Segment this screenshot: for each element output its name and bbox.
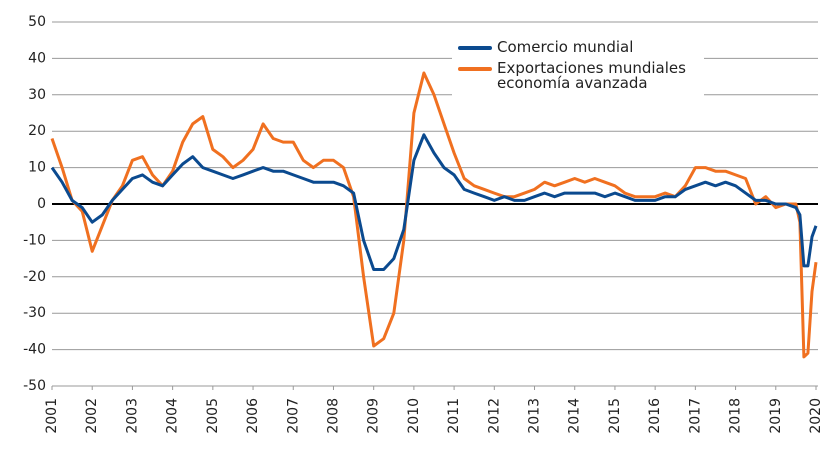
x-tick-label: 2017 bbox=[687, 398, 703, 434]
x-tick-label: 2018 bbox=[728, 398, 744, 434]
y-tick-label: 0 bbox=[37, 196, 46, 212]
x-tick-label: 2016 bbox=[647, 398, 663, 434]
series-line bbox=[50, 71, 818, 359]
y-tick-label: -30 bbox=[23, 305, 46, 321]
y-tick-label: -20 bbox=[23, 269, 46, 285]
x-tick-label: 2012 bbox=[486, 398, 502, 434]
y-tick-label: 30 bbox=[28, 87, 46, 103]
y-tick-label: 40 bbox=[28, 50, 46, 66]
legend-swatch bbox=[458, 46, 492, 50]
series-line bbox=[50, 133, 818, 271]
x-tick-label: 2008 bbox=[325, 398, 341, 434]
x-tick-label: 2007 bbox=[285, 398, 301, 434]
x-tick-label: 2010 bbox=[406, 398, 422, 434]
x-tick-label: 2001 bbox=[44, 398, 60, 434]
legend-swatch bbox=[458, 67, 492, 71]
legend: Comercio mundial Exportaciones mundiales … bbox=[452, 38, 704, 99]
y-tick-label: 50 bbox=[28, 14, 46, 30]
x-tick-label: 2004 bbox=[165, 398, 181, 434]
x-tick-label: 2013 bbox=[527, 398, 543, 434]
x-tick-label: 2019 bbox=[768, 398, 784, 434]
legend-item: Exportaciones mundiales economía avanzad… bbox=[458, 61, 698, 91]
x-tick-label: 2003 bbox=[124, 398, 140, 434]
y-tick-label: -10 bbox=[23, 232, 46, 248]
legend-label: Exportaciones mundiales economía avanzad… bbox=[497, 59, 686, 92]
x-tick-label: 2014 bbox=[567, 398, 583, 434]
x-tick-label: 2009 bbox=[366, 398, 382, 434]
y-tick-label: 20 bbox=[28, 123, 46, 139]
y-tick-label: -50 bbox=[23, 378, 46, 394]
x-tick-label: 2011 bbox=[446, 398, 462, 434]
y-tick-label: 10 bbox=[28, 160, 46, 176]
x-tick-label: 2005 bbox=[205, 398, 221, 434]
legend-label: Comercio mundial bbox=[497, 38, 634, 56]
y-tick-label: -40 bbox=[23, 342, 46, 358]
x-tick-label: 2006 bbox=[245, 398, 261, 434]
x-tick-label: 2020 bbox=[808, 398, 824, 434]
legend-item: Comercio mundial bbox=[458, 40, 698, 55]
x-tick-label: 2002 bbox=[84, 398, 100, 434]
x-tick-label: 2015 bbox=[607, 398, 623, 434]
